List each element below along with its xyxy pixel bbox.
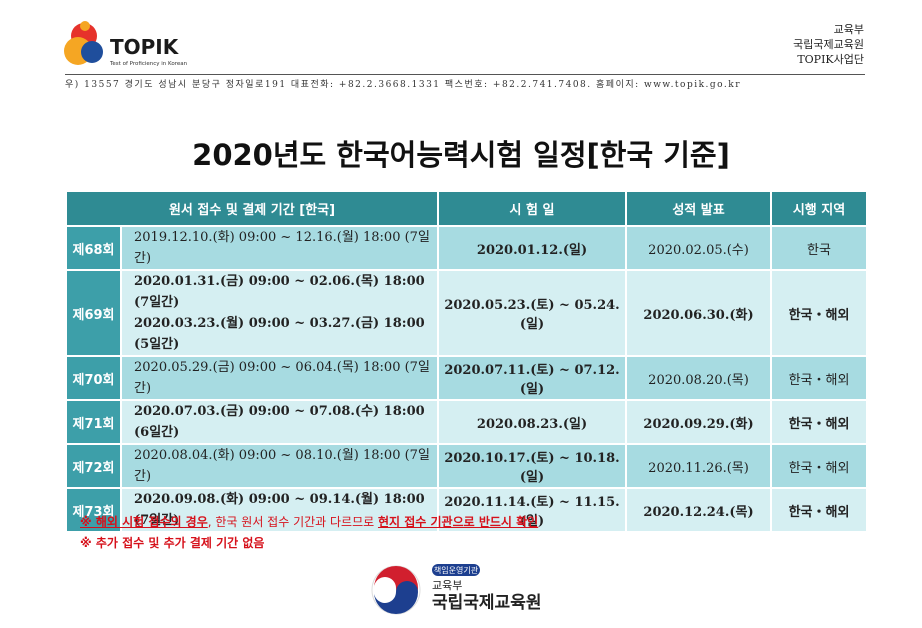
note: ※ 추가 접수 및 추가 결제 기간 없음 (80, 536, 265, 550)
note: ※ 해외 시험 접수의 경우, 한국 원서 접수 기간과 다르므로 현지 접수 … (80, 512, 538, 533)
application-cell: 2020.05.29.(금) 09:00 ~ 06.04.(목) 18:00 (… (119, 355, 440, 401)
application-period: 2020.01.31.(금) 09:00 ~ 02.06.(목) 18:00 (… (134, 274, 425, 310)
table-row: 제69회 2020.01.31.(금) 09:00 ~ 02.06.(목) 18:… (65, 269, 869, 357)
note-text: , 한국 원서 접수 기간과 다르므로 (207, 515, 378, 529)
organization: 교육부 국립국제교육원 TOPIK사업단 (793, 22, 864, 67)
institute: 국립국제교육원 (432, 593, 541, 613)
footer-logo: 책임운영기관 교육부 국립국제교육원 (371, 564, 541, 615)
application-cell: 2020.09.08.(화) 09:00 ~ 09.14.(월) 18:00 (… (119, 487, 440, 533)
application-period: 2020.08.04.(화) 09:00 ~ 08.10.(월) 18:00 (… (134, 448, 430, 484)
results-cell: 2020.02.05.(수) (625, 225, 773, 271)
column-header: 성적 발표 (625, 190, 773, 227)
region-cell: 한국・해외 (770, 269, 869, 357)
application-cell: 2020.07.03.(금) 09:00 ~ 07.08.(수) 18:00 (… (119, 399, 440, 445)
round-cell: 제70회 (65, 355, 122, 401)
table-row: 제72회 2020.08.04.(화) 09:00 ~ 08.10.(월) 18:… (65, 443, 869, 489)
table-row: 제70회 2020.05.29.(금) 09:00 ~ 06.04.(목) 18:… (65, 355, 869, 401)
region-cell: 한국・해외 (770, 443, 869, 489)
application-period: 2020.05.29.(금) 09:00 ~ 06.04.(목) 18:00 (… (134, 360, 430, 396)
round-cell: 제69회 (65, 269, 122, 357)
exam-cell: 2020.01.12.(일) (437, 225, 628, 271)
round-cell: 제71회 (65, 399, 122, 445)
table-row: 제71회 2020.07.03.(금) 09:00 ~ 07.08.(수) 18:… (65, 399, 869, 445)
results-cell: 2020.06.30.(화) (625, 269, 773, 357)
column-header: 원서 접수 및 결제 기간 [한국] (64, 190, 440, 227)
exam-cell: 2020.05.23.(토) ~ 05.24.(일) (437, 269, 628, 357)
round-cell: 제68회 (65, 225, 122, 271)
region-cell: 한국・해외 (770, 487, 869, 533)
exam-cell: 2020.11.14.(토) ~ 11.15.(일) (437, 487, 628, 533)
round-cell: 제73회 (65, 487, 122, 533)
exam-cell: 2020.10.17.(토) ~ 10.18.(일) (437, 443, 628, 489)
logo-text: TOPIK (110, 35, 180, 59)
table-row: 제68회 2019.12.10.(화) 09:00 ~ 12.16.(월) 18:… (65, 225, 869, 271)
org-line: 국립국제교육원 (793, 38, 864, 51)
exam-cell: 2020.07.11.(토) ~ 07.12.(일) (437, 355, 628, 401)
column-header: 시 험 일 (437, 190, 628, 227)
application-cell: 2020.08.04.(화) 09:00 ~ 08.10.(월) 18:00 (… (119, 443, 440, 489)
org-line: 교육부 (833, 23, 864, 36)
table-row: 제73회 2020.09.08.(화) 09:00 ~ 09.14.(월) 18:… (65, 487, 869, 533)
schedule-table: 원서 접수 및 결제 기간 [한국] 시 험 일 성적 발표 시행 지역 제68… (64, 190, 869, 533)
badge: 책임운영기관 (434, 565, 479, 575)
application-cell: 2019.12.10.(화) 09:00 ~ 12.16.(월) 18:00 (… (119, 225, 440, 271)
results-cell: 2020.08.20.(목) (625, 355, 773, 401)
application-period: 2019.12.10.(화) 09:00 ~ 12.16.(월) 18:00 (… (134, 230, 430, 266)
region-cell: 한국 (770, 225, 869, 271)
exam-cell: 2020.08.23.(일) (437, 399, 628, 445)
results-cell: 2020.09.29.(화) (625, 399, 773, 445)
application-cell: 2020.01.31.(금) 09:00 ~ 02.06.(목) 18:00 (… (119, 269, 440, 357)
ministry: 교육부 (432, 579, 462, 592)
results-cell: 2020.12.24.(목) (625, 487, 773, 533)
round-cell: 제72회 (65, 443, 122, 489)
column-header: 시행 지역 (770, 190, 869, 227)
application-period: 2020.09.08.(화) 09:00 ~ 09.14.(월) 18:00 (… (134, 492, 425, 528)
address: 우) 13557 경기도 성남시 분당구 정자일로191 대표전화: +82.2… (65, 74, 865, 90)
note-emphasis: 현지 접수 기관으로 반드시 확인 (377, 515, 539, 529)
note-emphasis: ※ 해외 시험 접수의 경우 (80, 515, 208, 529)
application-period: 2020.03.23.(월) 09:00 ~ 03.27.(금) 18:00 (… (134, 316, 425, 352)
application-period: 2020.07.03.(금) 09:00 ~ 07.08.(수) 18:00 (… (134, 404, 425, 440)
region-cell: 한국・해외 (770, 399, 869, 445)
topik-logo: TOPIK Test of Proficiency in Korean (64, 21, 188, 67)
region-cell: 한국・해외 (770, 355, 869, 401)
notes: ※ 해외 시험 접수의 경우, 한국 원서 접수 기간과 다르므로 현지 접수 … (80, 512, 538, 554)
logo-tagline: Test of Proficiency in Korean (109, 61, 188, 67)
org-line: TOPIK사업단 (797, 53, 864, 66)
results-cell: 2020.11.26.(목) (625, 443, 773, 489)
title: 2020년도 한국어능력시험 일정[한국 기준] (192, 138, 730, 172)
